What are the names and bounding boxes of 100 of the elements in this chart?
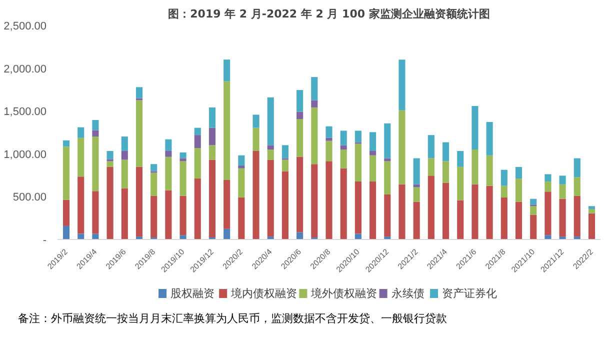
bar	[457, 200, 464, 240]
y-tick-label: 2,000.00	[4, 63, 47, 76]
bar	[326, 161, 332, 240]
bar	[92, 234, 99, 240]
text: 备注：外币融资统一按当月月末汇率换算为人民币，监测数据不含开发贷、一般银行贷款	[18, 311, 447, 327]
bar	[238, 168, 245, 198]
bar	[457, 166, 464, 200]
bar	[544, 174, 552, 182]
bar	[180, 196, 186, 236]
bar	[340, 145, 347, 150]
bar	[267, 145, 274, 150]
bar	[165, 139, 172, 151]
bar	[442, 142, 450, 162]
bar	[194, 148, 201, 179]
bar	[180, 158, 186, 162]
bar	[500, 197, 508, 240]
bar	[486, 155, 493, 186]
bar	[296, 232, 304, 240]
bar	[252, 114, 260, 128]
bar	[472, 106, 478, 150]
bar	[106, 150, 114, 160]
bar	[208, 128, 216, 146]
bar	[136, 166, 143, 237]
bar	[559, 198, 566, 237]
bar	[311, 107, 318, 164]
bar	[121, 188, 128, 240]
bar	[311, 77, 318, 100]
bar	[208, 145, 216, 160]
bar	[136, 87, 143, 98]
bar	[267, 160, 274, 237]
bar	[370, 150, 376, 156]
bar	[282, 171, 288, 240]
bar	[92, 120, 99, 130]
bar	[530, 198, 537, 205]
bar	[282, 160, 288, 172]
bar	[326, 140, 332, 162]
bar	[340, 150, 347, 168]
bar	[180, 235, 186, 240]
bar	[457, 150, 464, 167]
bar	[194, 135, 201, 148]
bar	[428, 176, 434, 240]
legend-label: 永续债	[391, 287, 424, 300]
bar	[296, 112, 304, 120]
bar	[384, 194, 391, 237]
bar	[515, 202, 522, 240]
bar	[238, 155, 245, 166]
bar	[106, 161, 114, 167]
bar	[544, 192, 552, 236]
chart-title: 图：2019 年 2 月-2022 年 2 月 100 家监测企业融资额统计图	[168, 8, 490, 20]
bar	[588, 206, 596, 210]
bar	[413, 158, 420, 184]
bar	[486, 186, 493, 240]
y-tick-label: 500.00	[12, 192, 47, 204]
bar	[398, 110, 406, 184]
bar	[515, 166, 522, 179]
bar	[500, 170, 508, 186]
bar	[354, 144, 362, 182]
bar	[340, 168, 347, 240]
bar	[150, 196, 158, 238]
bar	[92, 130, 99, 137]
bar	[500, 186, 508, 198]
bar	[106, 166, 114, 240]
bar	[121, 160, 128, 188]
bar	[370, 132, 376, 151]
bar	[530, 206, 537, 215]
bar	[238, 197, 245, 240]
bar	[574, 177, 580, 196]
bar	[340, 130, 347, 146]
bar	[413, 184, 420, 188]
bar	[180, 152, 186, 158]
bar	[486, 122, 493, 156]
bar	[326, 126, 332, 138]
bar	[326, 138, 332, 141]
legend-label: 股权融资	[170, 287, 215, 300]
bar	[62, 200, 70, 226]
bar	[224, 81, 230, 180]
bar	[224, 60, 230, 82]
bar	[370, 155, 376, 182]
legend-label: 境外债权融资	[310, 287, 378, 300]
y-tick-label: 1,500.00	[4, 106, 47, 118]
bar	[194, 178, 201, 240]
y-tick-label: 1,000.00	[4, 148, 47, 161]
bar	[208, 107, 216, 128]
bar	[413, 187, 420, 202]
bar	[121, 136, 128, 151]
bar	[194, 128, 201, 136]
bar	[224, 228, 230, 240]
bar	[588, 213, 596, 240]
bar	[62, 140, 70, 147]
bar	[311, 100, 318, 108]
bar	[62, 226, 70, 240]
bar	[78, 127, 84, 138]
bar	[92, 136, 99, 192]
bar	[515, 178, 522, 202]
bar	[574, 158, 580, 178]
bar	[180, 161, 186, 196]
y-tick-label: -	[42, 234, 47, 246]
bar	[150, 164, 158, 172]
bar	[428, 158, 434, 176]
bar	[296, 119, 304, 157]
